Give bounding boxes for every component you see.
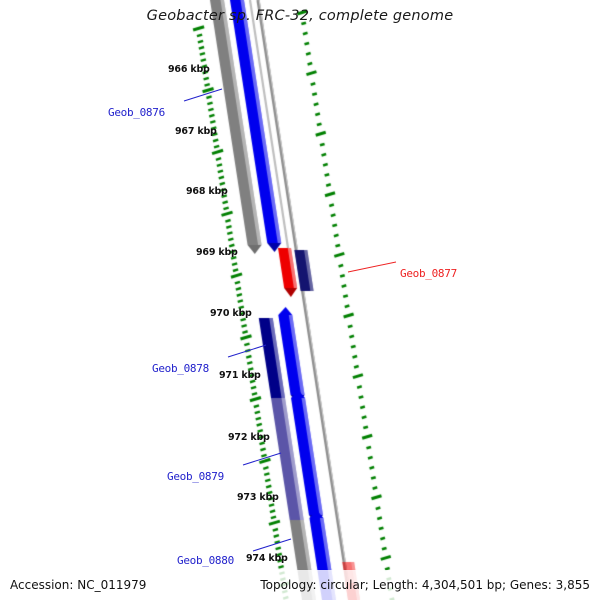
ruler-tick-label: 970 kbp — [210, 308, 252, 319]
ruler-tick-label: 974 kbp — [246, 553, 288, 564]
gene-label-geob_0880[interactable]: Geob_0880 — [177, 554, 234, 567]
gene-label-geob_0876[interactable]: Geob_0876 — [108, 106, 165, 119]
ruler-tick-label: 967 kbp — [175, 126, 217, 137]
gene-label-geob_0879[interactable]: Geob_0879 — [167, 470, 224, 483]
ruler-tick-label: 973 kbp — [237, 492, 279, 503]
gene-label-geob_0877[interactable]: Geob_0877 — [400, 267, 457, 280]
status-bar: Accession: NC_011979 Topology: circular;… — [0, 570, 600, 600]
gene-label-geob_0878[interactable]: Geob_0878 — [152, 362, 209, 375]
ruler-tick-label: 968 kbp — [186, 186, 228, 197]
ruler-tick-label: 966 kbp — [168, 64, 210, 75]
ruler-tick-label: 971 kbp — [219, 370, 261, 381]
ruler-tick-label: 969 kbp — [196, 247, 238, 258]
ruler-tick-label: 972 kbp — [228, 432, 270, 443]
page-title: Geobacter sp. FRC-32, complete genome — [146, 8, 454, 24]
accession-text: Accession: NC_011979 — [10, 578, 147, 592]
genome-summary-text: Topology: circular; Length: 4,304,501 bp… — [260, 578, 590, 592]
